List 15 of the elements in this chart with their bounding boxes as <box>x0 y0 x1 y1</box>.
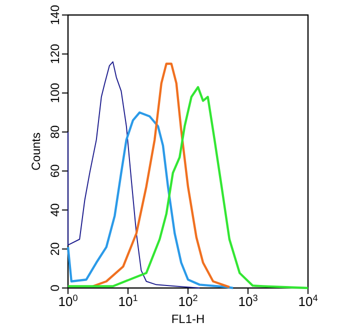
y-tick-label: 120 <box>48 44 62 64</box>
x-tick-label: 10$^{3}$ <box>238 293 258 309</box>
y-tick-label: 60 <box>48 164 62 178</box>
y-tick-label: 20 <box>48 242 62 256</box>
x-tick-label: 10$^{4}$ <box>298 293 318 309</box>
y-tick-label: 0 <box>48 284 62 292</box>
y-tick-label: 80 <box>48 125 62 139</box>
y-tick-label: 40 <box>48 203 62 217</box>
x-tick-label: 10$^{2}$ <box>178 293 198 309</box>
y-tick-label: 100 <box>48 82 62 104</box>
y-tick-label: 140 <box>48 4 62 26</box>
y-axis-title: Counts <box>29 132 43 171</box>
x-axis-title: FL1-H <box>171 312 205 326</box>
x-tick-label: 10$^{0}$ <box>58 293 78 309</box>
x-tick-label: 10$^{1}$ <box>118 293 138 309</box>
